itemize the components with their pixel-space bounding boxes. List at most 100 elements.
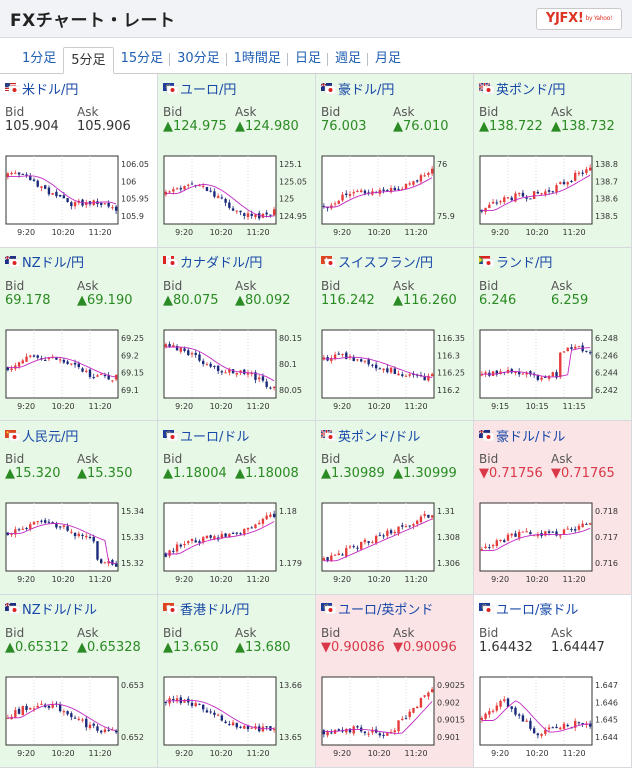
x-tick-label: 10:20	[210, 575, 233, 584]
pair-name[interactable]: 英ポンド/ドル	[338, 429, 421, 445]
tab-4[interactable]: 1時間足	[227, 46, 289, 73]
rate-labels: Bid Ask	[163, 278, 311, 293]
x-tick-label: 10:20	[368, 575, 391, 584]
rate-labels: Bid Ask	[321, 279, 469, 293]
candlestick-chart[interactable]: 0.9025 0.902 0.9015 0.901 9:20 10:20 11:20	[318, 673, 468, 759]
candlestick-chart[interactable]: 106.05 106 105.95 105.9 9:20 10:20 11:20	[2, 152, 152, 238]
pair-name[interactable]: 英ポンド/円	[496, 82, 566, 98]
y-tick-label: 0.717	[595, 533, 618, 542]
pair-name[interactable]: ユーロ/英ポンド	[338, 603, 434, 618]
tab-0[interactable]: 1分足	[22, 51, 57, 66]
ask-label: Ask	[77, 625, 99, 640]
rate-values: ▲1.18004 ▲1.18008	[163, 466, 311, 483]
pair-link[interactable]: ユーロ/ドル	[163, 426, 311, 445]
pair-name[interactable]: 豪ドル/ドル	[496, 429, 566, 445]
candlestick-chart[interactable]: 125.1 125.05 125 124.95 9:20 10:20 11:20	[160, 152, 310, 238]
y-tick-label: 75.9	[437, 212, 455, 221]
pair-name[interactable]: 香港ドル/円	[180, 603, 250, 618]
pair-name[interactable]: NZドル/ドル	[22, 603, 98, 618]
pair-link[interactable]: 香港ドル/円	[163, 600, 311, 618]
tab-1[interactable]: 5分足	[63, 47, 114, 74]
rate-card[interactable]: 香港ドル/円 Bid Ask ▲13.650 ▲13.680 13.66 13.65 9:20…	[158, 594, 316, 768]
candlestick-chart[interactable]: 80.15 80.1 80.05 9:20 10:20 11:20	[160, 326, 310, 412]
candlestick-chart[interactable]: 6.248 6.246 6.244 6.242 9:15 10:15 11:15	[476, 326, 626, 412]
pair-link[interactable]: 人民元/円	[5, 426, 153, 445]
rate-card[interactable]: スイスフラン/円 Bid Ask 116.242 ▲116.260 116.35 116.3…	[316, 247, 474, 421]
candlestick-chart[interactable]: 1.31 1.308 1.306 9:20 10:20 11:20	[318, 499, 468, 585]
rate-card[interactable]: 豪ドル/円 Bid Ask 76.003 ▲76.010 76 75.9 9:20 10:20 1…	[316, 74, 474, 248]
candlestick-chart[interactable]: 13.66 13.65 9:20 10:20 11:20	[160, 673, 310, 759]
y-tick-label: 125	[279, 195, 294, 204]
timeframe-tabs: 1分足 5分足 15分足 30分足 1時間足 日足 週足 月足	[0, 38, 632, 74]
tab-2[interactable]: 15分足	[114, 46, 171, 73]
pair-link[interactable]: カナダドル/円	[163, 253, 311, 271]
rate-card[interactable]: 人民元/円 Bid Ask ▲15.320 ▲15.350 15.34 15.33 15.32…	[0, 421, 158, 595]
ask-value: ▲1.30999	[393, 466, 457, 481]
page-title: FXチャート・レート	[10, 11, 176, 31]
gb-us-flag-icon	[321, 429, 336, 441]
brand-logo[interactable]: YJFX! by Yahoo!	[536, 7, 622, 30]
candlestick-chart[interactable]: 116.35 116.3 116.25 116.2 9:20 10:20 11:20	[318, 326, 468, 412]
tab-5[interactable]: 日足	[288, 46, 328, 73]
ask-label: Ask	[551, 625, 573, 640]
pair-link[interactable]: 英ポンド/円	[479, 79, 627, 98]
pair-name[interactable]: ユーロ/ドル	[180, 429, 250, 445]
pair-link[interactable]: ユーロ/豪ドル	[479, 600, 627, 618]
y-tick-label: 0.653	[121, 681, 144, 690]
pair-link[interactable]: 豪ドル/円	[321, 79, 469, 98]
pair-link[interactable]: ユーロ/英ポンド	[321, 600, 469, 618]
rate-values: 76.003 ▲76.010	[321, 119, 469, 136]
y-tick-label: 125.05	[279, 177, 307, 186]
rate-card[interactable]: 英ポンド/円 Bid Ask ▲138.722 ▲138.732 138.8 138.7 13…	[474, 74, 632, 248]
y-tick-label: 125.1	[279, 160, 302, 169]
pair-link[interactable]: 英ポンド/ドル	[321, 426, 469, 445]
candlestick-chart[interactable]: 138.8 138.7 138.6 138.5 9:20 10:20 11:20	[476, 152, 626, 238]
rate-card[interactable]: NZドル/ドル Bid Ask ▲0.65312 ▲0.65328 0.653 0.652 9…	[0, 594, 158, 768]
pair-name[interactable]: 豪ドル/円	[338, 82, 395, 98]
candlestick-chart[interactable]: 0.718 0.717 0.716 9:20 10:20 11:20	[476, 499, 626, 585]
pair-name[interactable]: ユーロ/円	[180, 82, 237, 98]
pair-link[interactable]: 豪ドル/ドル	[479, 426, 627, 445]
pair-name[interactable]: 人民元/円	[22, 429, 79, 445]
pair-link[interactable]: スイスフラン/円	[321, 253, 469, 271]
rate-card[interactable]: 英ポンド/ドル Bid Ask ▲1.30989 ▲1.30999 1.31 1.308 1.…	[316, 421, 474, 595]
pair-link[interactable]: NZドル/ドル	[5, 600, 153, 618]
rate-card[interactable]: ユーロ/豪ドル Bid Ask 1.64432 1.64447 1.647 1.646 1.6…	[474, 594, 632, 768]
tab-7[interactable]: 月足	[374, 51, 401, 66]
rate-card[interactable]: 豪ドル/ドル Bid Ask ▼0.71756 ▼0.71765 0.718 0.717 0.…	[474, 421, 632, 595]
rate-card[interactable]: ユーロ/円 Bid Ask ▲124.975 ▲124.980 125.1 125.05 12…	[158, 74, 316, 248]
rate-card[interactable]: 米ドル/円 Bid Ask 105.904 105.906 106.05 106 105.95…	[0, 74, 158, 248]
rate-labels: Bid Ask	[321, 452, 469, 466]
y-tick-label: 0.716	[595, 559, 618, 568]
candlestick-chart[interactable]: 0.653 0.652 9:20 10:20 11:20	[2, 673, 152, 759]
tab-3[interactable]: 30分足	[170, 46, 227, 73]
pair-link[interactable]: ランド/円	[479, 253, 627, 271]
tab-6[interactable]: 週足	[328, 46, 368, 73]
candlestick-chart[interactable]: 1.647 1.646 1.645 1.644 9:20 10:20 11:20	[476, 673, 626, 759]
pair-name[interactable]: 米ドル/円	[22, 82, 79, 98]
rate-card[interactable]: NZドル/円 Bid Ask 69.178 ▲69.190 69.25 69.2 69.15 6…	[0, 247, 158, 421]
ask-label: Ask	[235, 278, 257, 293]
rate-card[interactable]: ユーロ/ドル Bid Ask ▲1.18004 ▲1.18008 1.18 1.179 9:2…	[158, 421, 316, 595]
candlestick-chart[interactable]: 15.34 15.33 15.32 9:20 10:20 11:20	[2, 499, 152, 585]
pair-name[interactable]: ユーロ/豪ドル	[496, 603, 579, 618]
rate-card[interactable]: カナダドル/円 Bid Ask ▲80.075 ▲80.092 80.15 80.1 80.0…	[158, 247, 316, 421]
ask-value: ▲13.680	[235, 639, 291, 655]
pair-name[interactable]: ランド/円	[496, 256, 553, 271]
pair-name[interactable]: NZドル/円	[22, 256, 85, 271]
rate-card[interactable]: ユーロ/英ポンド Bid Ask ▼0.90086 ▼0.90096 0.9025 0.90…	[316, 594, 474, 768]
pair-name[interactable]: スイスフラン/円	[338, 256, 433, 271]
candlestick-chart[interactable]: 69.25 69.2 69.15 69.1 9:20 10:20 11:20	[2, 326, 152, 412]
y-tick-label: 105.95	[121, 195, 149, 204]
rate-card[interactable]: ランド/円 Bid Ask 6.246 6.259 6.248 6.246 6.244 6.24…	[474, 247, 632, 421]
x-tick-label: 11:20	[563, 749, 586, 758]
candlestick-chart[interactable]: 1.18 1.179 9:20 10:20 11:20	[160, 499, 310, 585]
y-tick-label: 138.5	[595, 212, 618, 221]
pair-link[interactable]: 米ドル/円	[5, 79, 153, 98]
candlestick-chart[interactable]: 76 75.9 9:20 10:20 11:20	[318, 152, 468, 238]
pair-name[interactable]: カナダドル/円	[180, 256, 263, 271]
pair-link[interactable]: ユーロ/円	[163, 79, 311, 98]
x-tick-label: 11:20	[563, 228, 586, 237]
eu-us-flag-icon	[163, 429, 178, 441]
pair-link[interactable]: NZドル/円	[5, 253, 153, 271]
